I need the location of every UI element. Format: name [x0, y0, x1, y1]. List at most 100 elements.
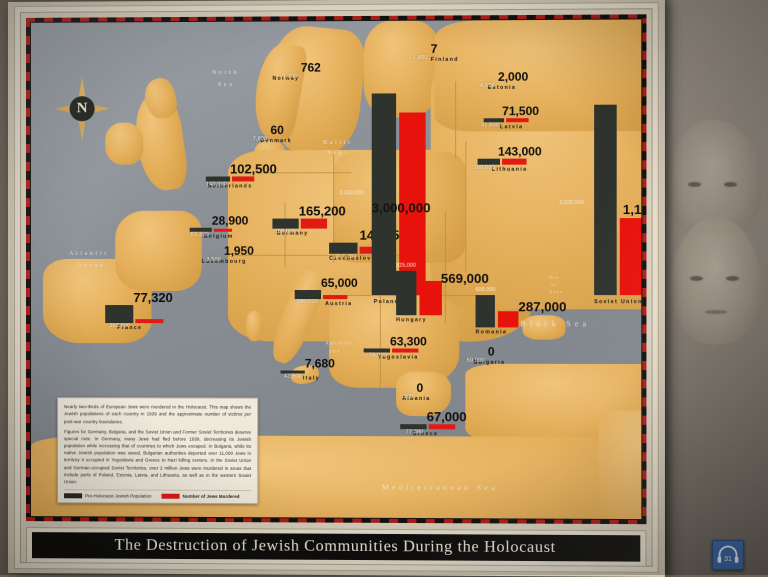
- prewar-value-austria: 190,000: [296, 299, 318, 306]
- sea-label-atlantic-2: Ocean: [77, 262, 106, 269]
- country-datum-yugoslavia[interactable]: 78,000 63,300 Yugoslavia: [363, 334, 427, 361]
- murdered-value-finland: 7: [430, 41, 438, 56]
- bars-soviet-union[interactable]: [594, 104, 642, 296]
- bar-prewar-austria: [294, 290, 322, 300]
- europe-map[interactable]: North Sea Atlantic Ocean Baltic Sea Blac…: [31, 19, 642, 520]
- country-datum-albania[interactable]: 200 0 Albania: [402, 380, 430, 402]
- bar-murdered-austria: [323, 295, 348, 300]
- bar-murdered-belgium: [213, 228, 233, 232]
- country-name-italy: Italy: [302, 375, 320, 382]
- murdered-value-estonia: 2,000: [497, 69, 529, 84]
- portrait-face-lower: [670, 218, 762, 344]
- country-datum-lithuania[interactable]: 168,000 143,000 Lithuania: [474, 144, 542, 172]
- sea-label-azov-3: Azov: [549, 289, 564, 295]
- bar-murdered-greece: [428, 424, 456, 430]
- country-name-austria: Austria: [325, 301, 353, 308]
- country-datum-norway[interactable]: 1,700 762 Norway: [272, 60, 320, 81]
- prewar-value-albania: 200: [403, 393, 414, 400]
- country-datum-netherlands[interactable]: 140,000 102,500 Netherlands: [205, 161, 277, 190]
- bar-prewar-poland: [371, 93, 397, 296]
- land-france: [115, 210, 202, 292]
- murdered-value-hungary: 569,000: [440, 270, 489, 286]
- country-datum-austria[interactable]: 190,000 65,000 Austria: [294, 276, 358, 308]
- audio-guide-badge[interactable]: 31: [712, 540, 744, 570]
- bars-france: [105, 305, 173, 324]
- country-datum-latvia[interactable]: 91,500 71,500 Latvia: [481, 103, 539, 131]
- land-levant: [598, 410, 642, 520]
- bars-hungary[interactable]: [396, 270, 442, 316]
- country-datum-greece[interactable]: 77,380 67,000 Greece: [400, 409, 467, 437]
- title-banner-inner: The Destruction of Jewish Communities Du…: [32, 532, 641, 562]
- prewar-value-romania: 609,000: [475, 286, 496, 294]
- murdered-value-yugoslavia: 63,300: [390, 334, 427, 349]
- country-name-finland: Finland: [430, 56, 459, 63]
- prewar-value-lithuania: 168,000: [473, 164, 495, 171]
- land-ireland: [105, 122, 144, 165]
- murdered-value-latvia: 71,500: [502, 103, 539, 119]
- country-datum-denmark[interactable]: 7,800 60 Denmark: [253, 123, 292, 144]
- bar-prewar-hungary: [396, 270, 417, 316]
- country-datum-bulgaria[interactable]: 50,000 0 Bulgaria: [467, 345, 506, 366]
- bars-romania[interactable]: [475, 295, 519, 328]
- murdered-value-denmark: 60: [270, 123, 284, 138]
- murdered-value-poland: 3,000,000: [371, 200, 431, 216]
- country-name-soviet-union: Soviet Union: [594, 299, 642, 306]
- country-datum-finland[interactable]: 1,800 7 Finland: [413, 41, 459, 63]
- sea-label-adriatic: Adriatic: [325, 341, 354, 347]
- country-name-hungary: Hungary: [396, 317, 427, 324]
- legend-swatch-murdered: [161, 493, 180, 499]
- prewar-value-yugoslavia: 78,000: [368, 352, 387, 359]
- legend-label-prewar: Pre-Holocaust Jewish Population: [85, 493, 152, 499]
- prewar-value-belgium: 65,200: [190, 231, 209, 238]
- prewar-value-germany: 165,000: [274, 228, 296, 235]
- prewar-value-czechoslovakia: 207,260: [335, 253, 357, 260]
- bar-murdered-france: [135, 319, 164, 324]
- bar-murdered-latvia: [506, 118, 529, 123]
- sea-label-azov: Sea: [549, 274, 559, 280]
- country-datum-germany[interactable]: 165,000 165,200 Germany: [272, 203, 346, 237]
- country-datum-france[interactable]: 350,000 77,320 France: [105, 290, 173, 331]
- audio-stop-number: 31: [724, 556, 732, 563]
- country-datum-belgium[interactable]: 65,200 28,900 Belgium: [189, 214, 248, 240]
- map-border: North Sea Atlantic Ocean Baltic Sea Blac…: [26, 14, 647, 525]
- country-name-belgium: Belgium: [203, 233, 234, 240]
- country-name-latvia: Latvia: [500, 124, 524, 131]
- prewar-value-poland: 3,330,000: [339, 190, 364, 197]
- legend-key-prewar: Pre-Holocaust Jewish Population: [64, 493, 152, 499]
- border-line: [379, 295, 381, 388]
- bar-prewar-romania: [475, 295, 495, 328]
- headphones-icon: 31: [717, 545, 739, 563]
- prewar-value-greece: 77,380: [405, 429, 424, 436]
- country-datum-estonia[interactable]: 4,500 2,000 Estonia: [480, 69, 529, 91]
- country-datum-italy[interactable]: 42,500 7,680 Italy: [280, 356, 335, 382]
- exhibit-panel: North Sea Atlantic Ocean Baltic Sea Blac…: [8, 0, 665, 577]
- legend-panel[interactable]: Nearly two-thirds of European Jews were …: [57, 397, 259, 505]
- murdered-value-romania: 287,000: [518, 299, 567, 315]
- legend-key-row: Pre-Holocaust Jewish Population Number o…: [64, 489, 252, 500]
- border-line: [465, 141, 467, 273]
- legend-key-murdered: Number of Jews Murdered: [161, 493, 240, 499]
- prewar-value-netherlands: 140,000: [205, 181, 227, 188]
- land-sardinia: [246, 311, 263, 342]
- murdered-value-albania: 0: [416, 380, 424, 395]
- bar-murdered-yugoslavia: [392, 348, 419, 353]
- prewar-value-bulgaria: 50,000: [466, 357, 485, 364]
- country-name-lithuania: Lithuania: [491, 166, 528, 173]
- sea-label-atlantic: Atlantic: [69, 250, 110, 257]
- legend-paragraph-2: Figures for Germany, Bulgaria, and the S…: [64, 428, 252, 485]
- border-line: [455, 81, 457, 158]
- country-datum-luxembourg[interactable]: 3,500 1,950 Luxembourg: [202, 244, 254, 265]
- compass-rose: N: [55, 76, 110, 141]
- sea-label-baltic-2: Sea: [327, 150, 344, 157]
- prewar-value-denmark: 7,800: [252, 136, 268, 143]
- murdered-value-france: 77,320: [133, 290, 173, 306]
- bar-murdered-germany: [300, 218, 328, 229]
- bar-prewar-czechoslovakia: [329, 242, 358, 254]
- sea-label-north-sea-2: Sea: [217, 82, 235, 89]
- adjacent-photo-panel: [658, 0, 768, 575]
- sea-label-azov-2: of: [551, 281, 558, 287]
- page-title: The Destruction of Jewish Communities Du…: [114, 536, 556, 557]
- bar-prewar-soviet-union: [594, 104, 617, 296]
- prewar-value-soviet-union: 3,020,000: [559, 199, 584, 207]
